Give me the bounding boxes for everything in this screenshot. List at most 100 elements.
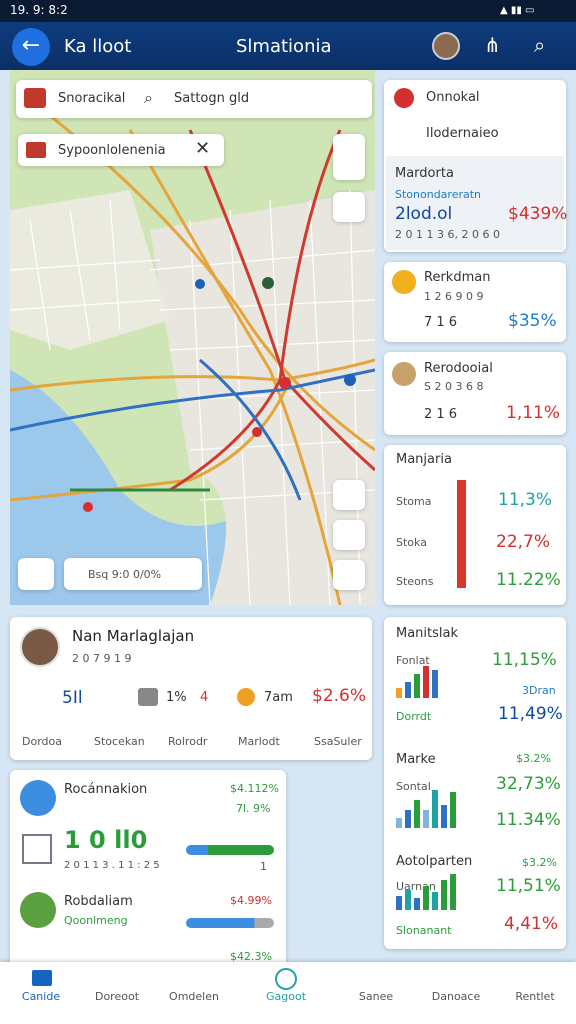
metric-note: 3Dran	[522, 684, 556, 697]
metric-value: 11,51%	[496, 876, 561, 896]
list-count: 1	[260, 860, 267, 873]
compass[interactable]	[333, 134, 365, 180]
map-footer-text: Bsq 9:0 0/0%	[88, 568, 162, 581]
nav-item[interactable]: Rentlet	[515, 990, 555, 1003]
profile-stat: 1%	[166, 690, 187, 705]
profile-card[interactable]	[10, 617, 372, 760]
share-button[interactable]: ⋔	[484, 33, 501, 57]
breakdown-value: 22,7%	[496, 532, 551, 552]
settings-button[interactable]	[333, 192, 365, 222]
card-meta: 2 0 1 1 3 6, 2 0 6 0	[395, 228, 500, 241]
profile-tag[interactable]: Stocekan	[94, 735, 145, 748]
nav-item[interactable]: Danoace	[431, 990, 481, 1003]
nav-item[interactable]: Sanee	[358, 990, 394, 1003]
profile-stat: 7am	[264, 690, 293, 705]
profile-meta: 2 0 7 9 1 9	[72, 652, 132, 665]
app-subtitle: Slmationia	[236, 36, 332, 57]
profile-tag[interactable]: SsaSuler	[314, 735, 362, 748]
metric-title: Manitslak	[396, 626, 459, 641]
list-value: $4.112%	[230, 782, 279, 795]
nav-icon	[32, 970, 52, 986]
nav-item[interactable]: Doreoot	[94, 990, 140, 1003]
card-icon	[392, 362, 416, 386]
map-search[interactable]	[16, 80, 372, 118]
map-footer	[64, 558, 202, 590]
metric-value: 32,73%	[496, 774, 561, 794]
metric-value: 11,49%	[498, 704, 563, 724]
nav-button[interactable]	[333, 480, 365, 510]
progress-bar	[186, 845, 274, 855]
card-value: 2lod.ol	[395, 204, 453, 224]
profile-name: Nan Marlaglajan	[72, 627, 195, 645]
metric-label: Slonanant	[396, 924, 452, 937]
card-meta: 1 2 6 9 0 9	[424, 290, 484, 303]
profile-stat: 5Il	[62, 688, 83, 708]
breakdown-label: Stoma	[396, 495, 432, 508]
nav-item[interactable]: Gagoot	[265, 990, 307, 1003]
breakdown-title: Manjaria	[396, 452, 452, 467]
breakdown-label: Steons	[396, 575, 434, 588]
profile-stat: $2.6%	[312, 686, 367, 706]
layer-label: Sypoonlolenenia	[58, 143, 166, 158]
nav-item[interactable]: Canide	[21, 990, 61, 1003]
list-icon	[20, 780, 56, 816]
profile-tag[interactable]: Dordoa	[22, 735, 62, 748]
layers-button[interactable]	[333, 560, 365, 590]
breakdown-label: Stoka	[396, 536, 427, 549]
profile-avatar	[20, 627, 60, 667]
list-icon	[20, 892, 56, 928]
breakdown-card[interactable]	[384, 445, 566, 605]
map-logo	[24, 88, 46, 108]
breakdown-value: 11,3%	[498, 490, 553, 510]
metric-label: Sontal	[396, 780, 431, 793]
card-change: 1,11%	[506, 403, 561, 423]
metric-label: Dorrdt	[396, 710, 432, 723]
avatar[interactable]	[432, 32, 460, 60]
stat-icon	[237, 688, 255, 706]
nav-item[interactable]: Omdelen	[169, 990, 219, 1003]
profile-tag[interactable]: Rolrodr	[168, 735, 208, 748]
star-button[interactable]	[333, 520, 365, 550]
locate-button[interactable]	[18, 558, 54, 590]
list-grid-icon	[22, 834, 52, 864]
progress-bar	[186, 918, 274, 928]
app-bar	[0, 22, 576, 70]
stat-icon	[138, 688, 158, 706]
layer-icon	[26, 142, 46, 158]
side-card[interactable]	[384, 352, 566, 435]
card-change: $439%	[508, 204, 568, 224]
status-bar	[0, 0, 576, 22]
layer-chip[interactable]	[18, 134, 224, 166]
breakdown-bar	[457, 480, 466, 588]
metric-value: 4,41%	[504, 914, 559, 934]
card-icon	[392, 270, 416, 294]
profile-tag[interactable]: Marlodt	[238, 735, 280, 748]
metric-label: Fonlat	[396, 654, 430, 667]
list-card[interactable]	[10, 770, 286, 970]
card-icon	[394, 88, 414, 108]
metric-title: Marke	[396, 752, 436, 767]
status-time: 19. 9: 8:2	[10, 3, 68, 17]
list-big: 1 0 ll0	[64, 826, 148, 854]
metrics-card[interactable]	[384, 617, 566, 949]
card-value: 2 1 6	[424, 407, 458, 422]
nav-icon	[275, 968, 297, 990]
search-left[interactable]: Snoracikal	[58, 91, 126, 106]
metric-note: $3.2%	[522, 856, 557, 869]
list-meta: 2 0 1 1 3 . 1 1 : 2 5	[64, 860, 160, 871]
list-value: $42.3%	[230, 950, 272, 963]
card-value: 7 1 6	[424, 315, 458, 330]
layer-close[interactable]: ✕	[195, 138, 211, 159]
list-subtitle: Qoonlmeng	[64, 914, 128, 927]
card-section: Mardorta	[395, 166, 454, 181]
card-label: Stonondareratn	[395, 188, 482, 201]
app-title: Ka lloot	[64, 36, 132, 57]
back-button[interactable]: ←	[12, 28, 50, 66]
status-icons: ▲ ▮▮ ▭	[500, 5, 535, 16]
profile-stat: 4	[200, 690, 209, 705]
card-change: $35%	[508, 311, 557, 331]
mini-bars	[396, 666, 456, 910]
search-right[interactable]: Sattogn gld	[174, 91, 250, 106]
search-button[interactable]: ⌕	[534, 33, 546, 57]
